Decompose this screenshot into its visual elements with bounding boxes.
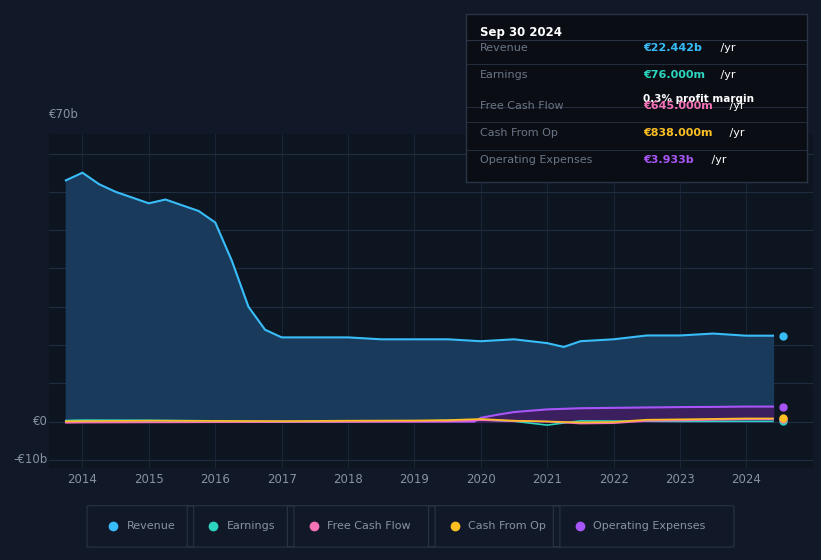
Text: Revenue: Revenue <box>480 43 529 53</box>
Text: Earnings: Earnings <box>227 521 275 531</box>
Text: Cash From Op: Cash From Op <box>480 128 557 138</box>
Text: €76.000m: €76.000m <box>644 71 705 80</box>
Text: Sep 30 2024: Sep 30 2024 <box>480 26 562 39</box>
Text: /yr: /yr <box>717 43 736 53</box>
Text: €22.442b: €22.442b <box>644 43 703 53</box>
Text: -€10b: -€10b <box>13 454 48 466</box>
Text: 0.3% profit margin: 0.3% profit margin <box>644 94 754 104</box>
Text: €3.933b: €3.933b <box>644 155 694 165</box>
Text: /yr: /yr <box>717 71 736 80</box>
Text: €70b: €70b <box>49 108 79 121</box>
Text: €645.000m: €645.000m <box>644 101 713 110</box>
Text: Operating Expenses: Operating Expenses <box>480 155 592 165</box>
Text: Earnings: Earnings <box>480 71 529 80</box>
Text: Cash From Op: Cash From Op <box>468 521 546 531</box>
Text: Free Cash Flow: Free Cash Flow <box>480 101 563 110</box>
Text: Free Cash Flow: Free Cash Flow <box>327 521 410 531</box>
Text: €838.000m: €838.000m <box>644 128 713 138</box>
Text: Revenue: Revenue <box>126 521 175 531</box>
Text: €0: €0 <box>33 415 48 428</box>
Text: /yr: /yr <box>708 155 727 165</box>
Text: Operating Expenses: Operating Expenses <box>593 521 705 531</box>
Text: /yr: /yr <box>727 101 745 110</box>
Text: /yr: /yr <box>727 128 745 138</box>
